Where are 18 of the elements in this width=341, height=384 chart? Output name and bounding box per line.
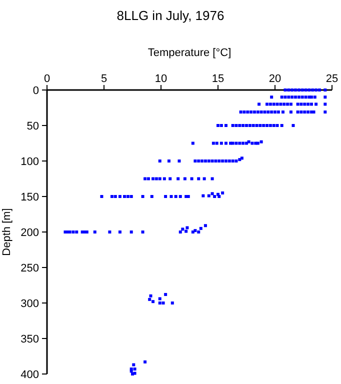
chart-title: 8LLG in July, 1976 xyxy=(116,8,224,23)
y-tick-label: 0 xyxy=(32,84,39,97)
y-tick-label: 100 xyxy=(20,156,39,168)
x-tick-label: 20 xyxy=(268,73,282,85)
x-tick-label: 25 xyxy=(326,73,338,85)
x-tick-label: 10 xyxy=(154,73,168,85)
x-tick-label: 15 xyxy=(212,73,224,85)
y-tick-label: 50 xyxy=(26,120,39,132)
y-tick-label: 300 xyxy=(20,298,39,310)
y-tick-label: 400 xyxy=(20,368,39,381)
y-tick-label: 250 xyxy=(20,262,39,274)
y-tick-label: 350 xyxy=(20,333,39,346)
x-axis-title: Temperature [°C] xyxy=(148,47,232,59)
y-tick-label: 200 xyxy=(20,226,39,239)
x-tick-label: 5 xyxy=(100,73,108,85)
x-tick-label: 0 xyxy=(44,73,50,85)
y-tick-label: 150 xyxy=(20,191,39,204)
y-axis-title: Depth [m] xyxy=(1,208,13,256)
